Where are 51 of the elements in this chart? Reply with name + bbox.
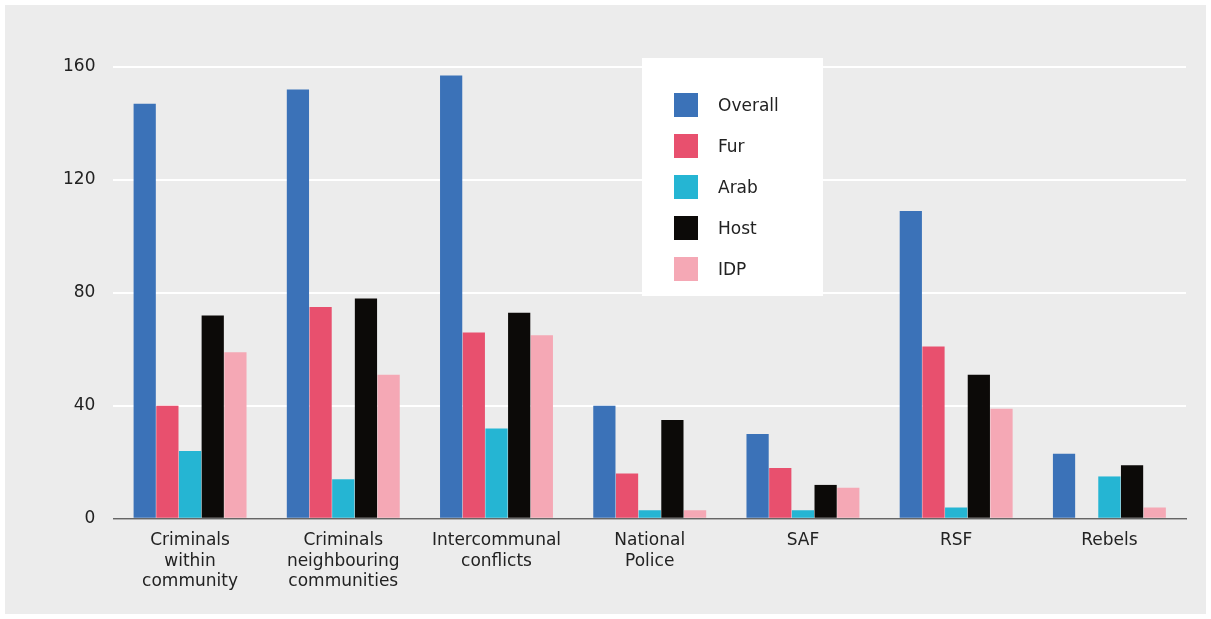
bar xyxy=(508,312,531,518)
x-tick-label: National Police xyxy=(614,529,686,570)
legend-label: Arab xyxy=(718,176,758,197)
bar xyxy=(530,335,553,518)
bar xyxy=(485,428,508,518)
bar xyxy=(309,307,332,518)
y-tick-label: 120 xyxy=(62,168,96,189)
bar xyxy=(133,103,156,518)
bar xyxy=(1052,453,1076,518)
x-tick-label: SAF xyxy=(786,529,820,550)
bar xyxy=(201,315,224,518)
bar xyxy=(377,374,400,518)
bar xyxy=(156,405,179,518)
x-tick-label: Criminals within community xyxy=(142,529,238,591)
bar xyxy=(615,473,639,518)
bar xyxy=(945,507,968,518)
bar xyxy=(967,374,990,518)
bar xyxy=(1120,465,1144,518)
bar xyxy=(1143,507,1166,518)
bar xyxy=(354,298,378,518)
bar xyxy=(1098,476,1121,518)
x-tick-label: Intercommunal conflicts xyxy=(431,529,562,570)
bar xyxy=(746,434,769,518)
bar xyxy=(440,75,463,518)
bar xyxy=(837,487,860,518)
legend-label: Overall xyxy=(718,94,779,115)
bar xyxy=(332,479,355,518)
bar xyxy=(769,467,792,518)
bar xyxy=(638,510,661,518)
bar xyxy=(178,451,202,518)
bar xyxy=(791,510,815,518)
bar xyxy=(683,510,707,518)
bar xyxy=(224,352,247,518)
y-tick-label: 0 xyxy=(84,507,96,528)
bar xyxy=(899,211,922,518)
legend-label: IDP xyxy=(718,258,747,279)
legend-label: Fur xyxy=(718,135,745,156)
y-tick-label: 40 xyxy=(73,394,96,415)
x-tick-label: RSF xyxy=(939,529,973,550)
x-tick-label: Criminals neighbouring communities xyxy=(286,529,400,591)
bar xyxy=(922,346,945,518)
bar xyxy=(814,484,837,518)
y-tick-label: 80 xyxy=(73,281,96,302)
bar xyxy=(661,419,684,518)
x-tick-label: Rebels xyxy=(1081,529,1138,550)
bar xyxy=(286,89,310,518)
legend-label: Host xyxy=(718,217,757,238)
bar xyxy=(593,405,616,518)
bar xyxy=(462,332,485,518)
bar xyxy=(990,408,1013,518)
y-tick-label: 160 xyxy=(62,55,96,76)
